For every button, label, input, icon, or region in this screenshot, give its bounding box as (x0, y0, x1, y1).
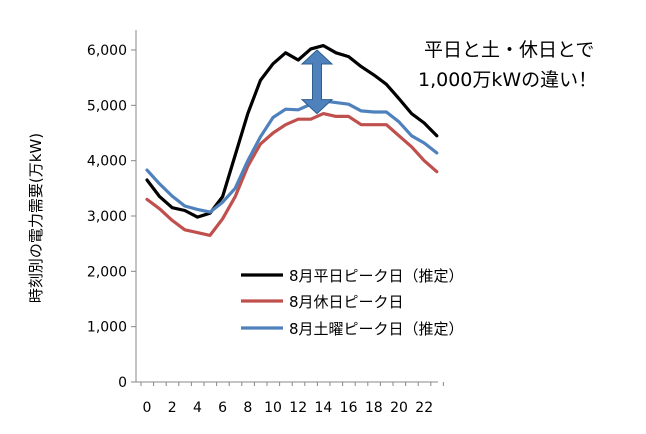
axes (135, 30, 438, 383)
series-line-3 (145, 99, 439, 214)
x-tick-label: 18 (365, 400, 383, 416)
annotation-line-2: 1,000万kWの違い！ (418, 69, 598, 91)
x-tick-label: 12 (289, 400, 307, 416)
arrow-shape (300, 49, 334, 115)
legend-label-1: 8月平日ピーク日（推定） (289, 267, 464, 285)
y-tick-label: 5,000 (87, 98, 127, 114)
x-tick-label: 20 (390, 400, 408, 416)
x-tick-label: 4 (193, 400, 202, 416)
x-tick-label: 22 (415, 400, 433, 416)
annotation-line-1: 平日と土・休日とで (424, 39, 595, 61)
x-tick-label: 14 (314, 400, 332, 416)
x-tick-label: 16 (340, 400, 358, 416)
x-tick-label: 6 (218, 400, 227, 416)
y-axis-label: 時刻別の電力需要(万kW) (27, 133, 45, 303)
y-tick-label: 4,000 (87, 154, 127, 170)
y-tick-label: 2,000 (87, 264, 127, 280)
x-tick-label: 0 (143, 400, 152, 416)
y-tick-label: 1,000 (87, 320, 127, 336)
x-tick-label: 2 (168, 400, 177, 416)
y-tick-label: 0 (118, 375, 127, 391)
series-line-1 (145, 43, 439, 219)
legend: 8月平日ピーク日（推定） 8月休日ピーク日 8月土曜ピーク日（推定） (241, 267, 464, 338)
difference-arrow-icon (300, 49, 334, 115)
y-axis-ticks: 0 1,000 2,000 3,000 4,000 5,000 6,000 (87, 43, 136, 391)
x-tick-label: 8 (243, 400, 252, 416)
y-tick-label: 3,000 (87, 209, 127, 225)
legend-label-2: 8月休日ピーク日 (289, 293, 404, 311)
x-tick-label: 10 (264, 400, 282, 416)
series-line-2 (145, 111, 439, 237)
legend-label-3: 8月土曜ピーク日（推定） (289, 320, 464, 338)
series-lines (145, 43, 439, 237)
x-axis-ticks: 0 2 4 6 8 10 12 14 16 18 20 22 (140, 382, 444, 416)
y-tick-label: 6,000 (87, 43, 127, 59)
